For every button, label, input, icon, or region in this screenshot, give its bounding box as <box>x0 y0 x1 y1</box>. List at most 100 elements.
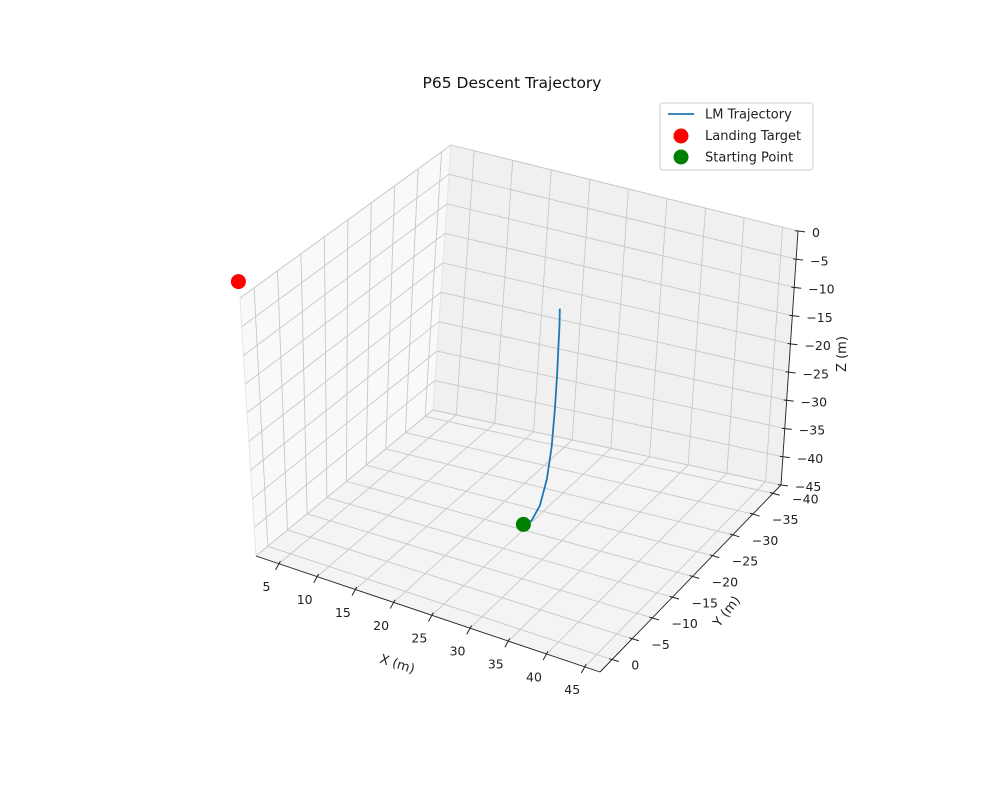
grid-y-left <box>365 202 372 466</box>
grid-z-left <box>252 350 438 500</box>
x-tick-label-mark <box>428 612 434 622</box>
grid-x-back <box>571 179 591 441</box>
starting-point <box>515 516 531 532</box>
grid-y-floor <box>385 448 733 536</box>
grid-y-floor <box>326 497 673 598</box>
y-tick-label-mark <box>629 637 640 642</box>
grid-z-left <box>248 291 442 442</box>
grid-z-left <box>250 321 440 471</box>
x-tick-label: 35 <box>488 656 504 671</box>
z-tick-label-mark <box>787 343 798 346</box>
grid-x-back <box>494 160 514 424</box>
grid-z-left <box>239 144 452 299</box>
x-tick-label: 40 <box>526 669 542 684</box>
z-tick-label-mark <box>781 427 792 430</box>
x-tick-label-mark <box>542 651 549 661</box>
grid-y-floor <box>425 416 774 494</box>
x-tick-label: 25 <box>411 631 427 646</box>
legend-label-start: Starting Point <box>705 151 793 166</box>
grid-y-left <box>424 151 443 417</box>
grid-x-floor <box>546 473 728 655</box>
y-tick-label-mark <box>769 491 780 496</box>
axis-panes <box>239 143 799 673</box>
z-tick-label-mark <box>789 314 800 318</box>
z-tick-label: −5 <box>810 253 828 268</box>
grid-x-floor <box>316 422 496 577</box>
z-tick-label: −15 <box>806 310 832 325</box>
grid-z-left <box>245 232 446 385</box>
grid-z-back <box>440 291 789 373</box>
grid-x-back <box>533 169 552 432</box>
grid-z-back <box>446 203 795 288</box>
grid-lines <box>239 144 799 668</box>
grid-z-left <box>255 409 434 557</box>
grid-x-floor <box>584 481 766 668</box>
grid-x-back <box>610 188 629 449</box>
grid-x-floor <box>278 414 457 565</box>
grid-x-floor <box>469 456 650 629</box>
grid-y-floor <box>405 432 753 515</box>
grid-y-left <box>253 287 269 547</box>
grid-z-left <box>241 174 450 328</box>
grid-z-left <box>246 262 444 414</box>
grid-y-left <box>385 185 396 449</box>
y-axis-line <box>599 484 782 673</box>
legend: LM Trajectory Landing Target Starting Po… <box>659 102 814 171</box>
grid-y-floor <box>287 529 633 640</box>
grid-y-left <box>346 219 349 482</box>
grid-y-floor <box>267 545 613 660</box>
x-tick-label: 5 <box>262 579 270 594</box>
x-tick-label-mark <box>466 625 472 635</box>
legend-label-trajectory: LM Trajectory <box>705 108 792 123</box>
y-tick-label: 0 <box>631 658 639 673</box>
x-tick-label-mark <box>313 573 320 584</box>
grid-x-floor <box>393 439 573 603</box>
grid-z-back <box>444 232 793 317</box>
trajectory-line <box>523 308 561 526</box>
z-tick-label-mark <box>793 258 804 261</box>
y-tick-label: −20 <box>712 575 738 590</box>
y-tick-label-mark <box>649 616 660 621</box>
grid-z-back <box>442 262 791 345</box>
y-tick-label-mark <box>729 533 740 538</box>
x-tick-label: 30 <box>450 644 466 659</box>
x-tick-label: 20 <box>373 618 389 633</box>
grid-x-back <box>687 208 706 466</box>
x-tick-label-mark <box>351 586 358 596</box>
grid-z-back <box>432 409 782 486</box>
z-tick-label: 0 <box>812 225 820 240</box>
tick-marks <box>255 230 806 674</box>
grid-z-back <box>436 350 785 429</box>
y-tick-label: −35 <box>772 512 798 527</box>
y-tick-label-mark <box>669 595 680 600</box>
grid-y-left <box>277 270 288 531</box>
y-tick-label: −10 <box>671 616 697 631</box>
x-tick-label: 15 <box>335 605 351 620</box>
chart-title: P65 Descent Trajectory <box>423 74 602 92</box>
grid-z-back <box>450 144 799 232</box>
z-tick-label-mark <box>777 484 789 487</box>
y-tick-label: −25 <box>732 554 758 569</box>
z-tick-label: −20 <box>804 338 830 353</box>
grid-z-left <box>243 203 448 356</box>
z-axis-line <box>780 230 799 486</box>
z-tick-label-mark <box>783 399 794 402</box>
grid-z-back <box>438 321 787 401</box>
grid-x-back <box>726 217 745 474</box>
z-tick-label-mark <box>785 371 796 374</box>
x-tick-label: 45 <box>564 682 580 697</box>
z-tick-label: −35 <box>799 423 825 438</box>
grid-y-floor <box>366 464 713 557</box>
legend-marker-landing <box>673 128 689 144</box>
landing-target-point <box>230 274 246 290</box>
grid-y-floor <box>307 513 653 619</box>
x-axis-line <box>255 555 601 673</box>
z-tick-label: −45 <box>795 479 821 494</box>
grid-z-back <box>434 380 783 458</box>
z-tick-label-mark <box>779 455 790 459</box>
x-tick-label: 10 <box>297 592 313 607</box>
z-tick-label: −40 <box>797 451 823 466</box>
y-tick-label-mark <box>749 512 760 517</box>
y-tick-label-mark <box>609 658 619 662</box>
